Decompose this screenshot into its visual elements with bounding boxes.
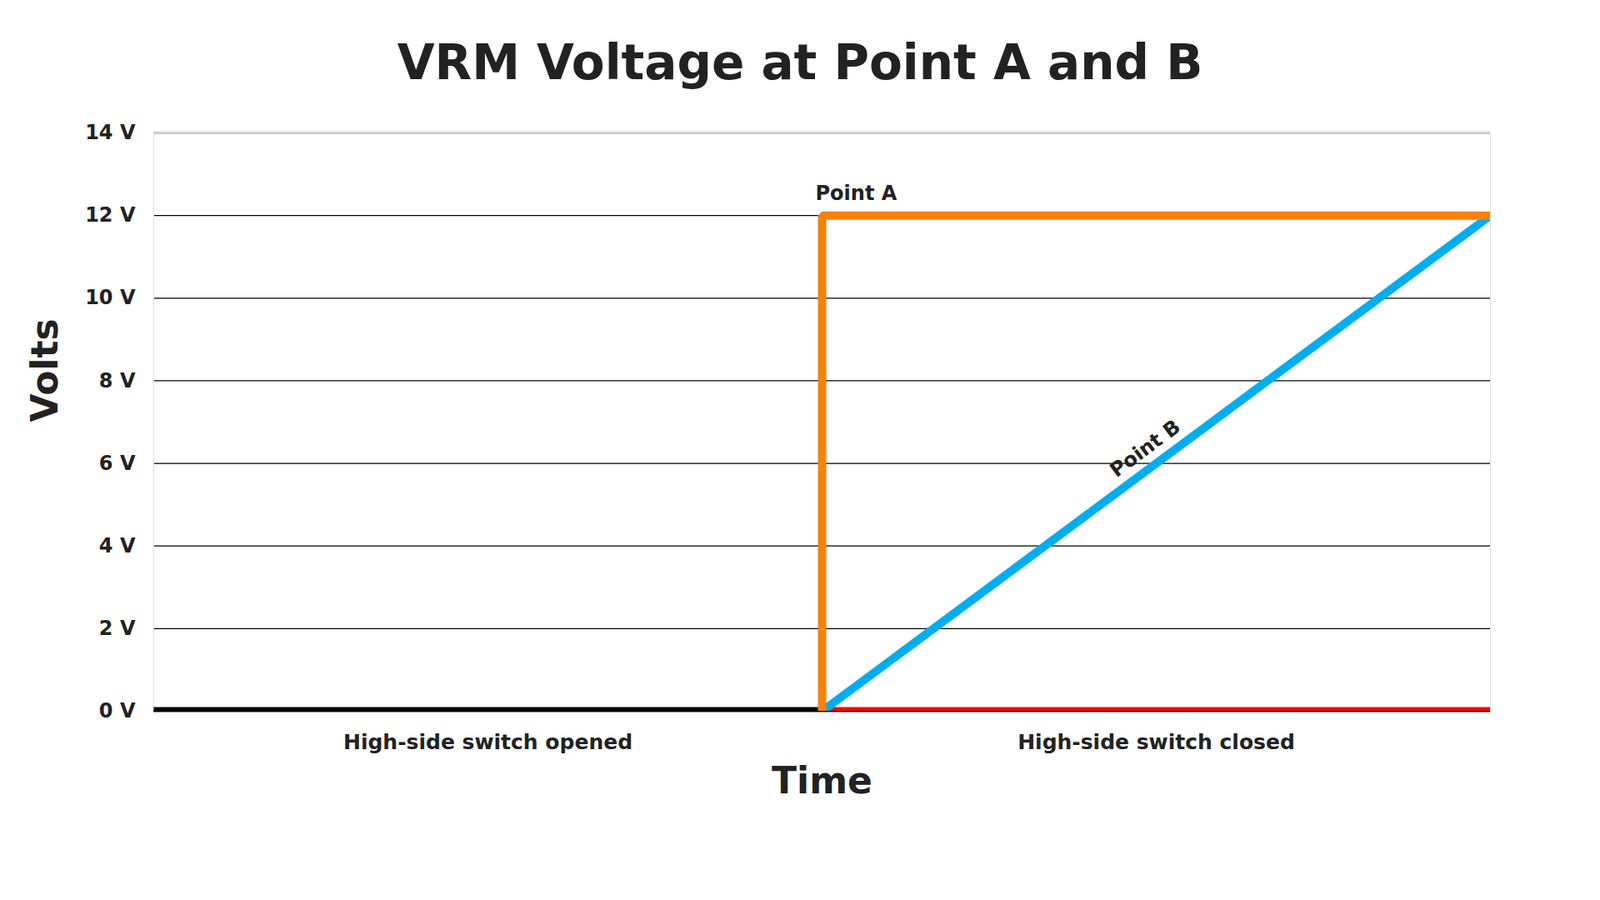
svg-text:14 V: 14 V xyxy=(85,120,136,145)
svg-text:Time: Time xyxy=(771,759,873,802)
svg-text:12 V: 12 V xyxy=(85,203,136,227)
svg-text:6 V: 6 V xyxy=(99,451,136,475)
svg-text:Point A: Point A xyxy=(815,181,898,205)
svg-text:2 V: 2 V xyxy=(99,616,136,640)
svg-text:10 V: 10 V xyxy=(85,285,136,310)
svg-text:Point B: Point B xyxy=(1105,415,1185,483)
svg-text:8 V: 8 V xyxy=(99,369,136,393)
svg-text:Volts: Volts xyxy=(23,318,66,422)
svg-text:High-side switch closed: High-side switch closed xyxy=(1017,730,1295,755)
svg-text:4 V: 4 V xyxy=(99,534,136,558)
svg-text:High-side switch opened: High-side switch opened xyxy=(343,730,633,755)
svg-text:0 V: 0 V xyxy=(99,699,136,723)
html-text:VRM Voltage at Point A and B: VRM Voltage at Point A and B xyxy=(397,34,1203,91)
